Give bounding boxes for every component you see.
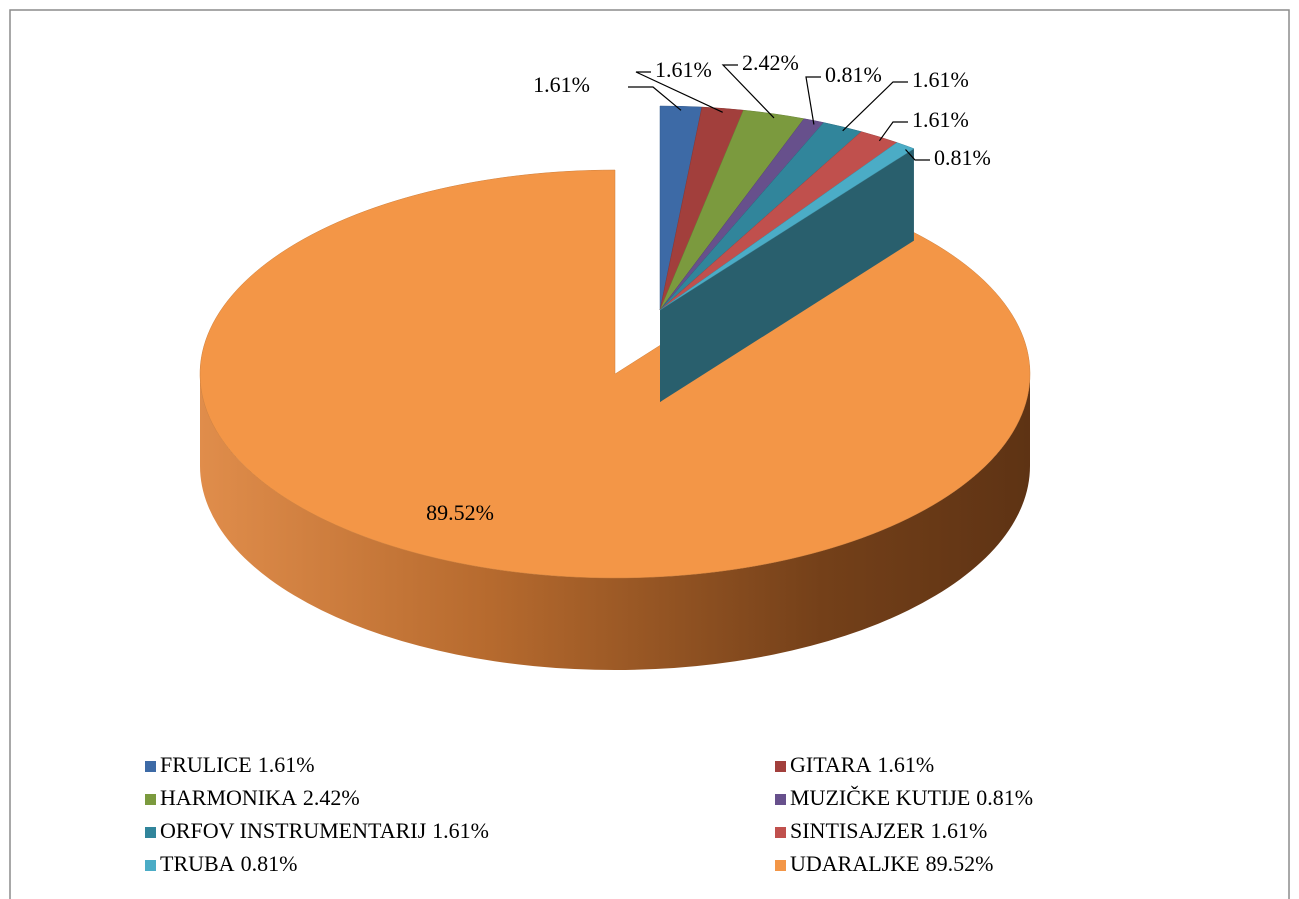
data-label: 1.61% xyxy=(533,72,590,97)
leader-line xyxy=(842,81,908,132)
legend-name: MUZIČKE KUTIJE xyxy=(790,785,970,810)
legend-name: ORFOV INSTRUMENTARIJ xyxy=(160,818,427,843)
legend-name: SINTISAJZER xyxy=(790,818,925,843)
leader-line xyxy=(805,76,821,125)
legend-value: 1.61% xyxy=(258,752,315,777)
legend-name: TRUBA xyxy=(160,851,235,876)
legend-value: 1.61% xyxy=(877,752,934,777)
slice-wall xyxy=(660,148,914,402)
legend-entry: FRULICE 1.61% xyxy=(160,752,315,777)
legend-swatch xyxy=(775,761,786,772)
data-label: 1.61% xyxy=(912,107,969,132)
data-label: 1.61% xyxy=(912,67,969,92)
legend-value: 1.61% xyxy=(930,818,987,843)
legend-swatch xyxy=(775,827,786,838)
legend-entry: UDARALJKE 89.52% xyxy=(790,851,993,876)
legend-swatch xyxy=(145,794,156,805)
legend-swatch xyxy=(775,794,786,805)
legend-swatch xyxy=(145,827,156,838)
legend-swatch xyxy=(145,761,156,772)
pie xyxy=(199,105,1031,670)
legend-entry: TRUBA 0.81% xyxy=(160,851,297,876)
legend-value: 1.61% xyxy=(432,818,489,843)
legend-entry: GITARA 1.61% xyxy=(790,752,934,777)
legend-name: UDARALJKE xyxy=(790,851,920,876)
legend-value: 2.42% xyxy=(303,785,360,810)
leader-line xyxy=(905,149,930,161)
legend-entry: ORFOV INSTRUMENTARIJ 1.61% xyxy=(160,818,489,843)
data-label: 2.42% xyxy=(742,50,799,75)
legend-name: FRULICE xyxy=(160,752,252,777)
leader-line xyxy=(635,71,723,113)
slice-side xyxy=(200,374,1030,670)
data-label: 0.81% xyxy=(934,145,991,170)
data-label: 89.52% xyxy=(426,500,494,525)
legend-entry: MUZIČKE KUTIJE 0.81% xyxy=(790,785,1033,810)
legend-swatch xyxy=(145,860,156,871)
legend-name: HARMONIKA xyxy=(160,785,297,810)
data-labels: 1.61% 1.61% 2.42% 0.81% 1.61% 1.61% 0.81% 89.52… xyxy=(426,50,991,525)
legend-value: 0.81% xyxy=(241,851,298,876)
legend: FRULICE 1.61% GITARA 1.61%HARMONIKA 2.42% MUZ… xyxy=(145,752,1033,876)
leader-line xyxy=(878,121,908,142)
legend-entry: HARMONIKA 2.42% xyxy=(160,785,360,810)
legend-value: 0.81% xyxy=(976,785,1033,810)
data-label: 1.61% xyxy=(655,57,712,82)
legend-value: 89.52% xyxy=(926,851,994,876)
slice xyxy=(659,142,915,311)
data-label: 0.81% xyxy=(825,62,882,87)
legend-entry: SINTISAJZER 1.61% xyxy=(790,818,987,843)
leader-line xyxy=(628,86,682,111)
leader-line xyxy=(721,64,775,119)
legend-name: GITARA xyxy=(790,752,871,777)
legend-swatch xyxy=(775,860,786,871)
